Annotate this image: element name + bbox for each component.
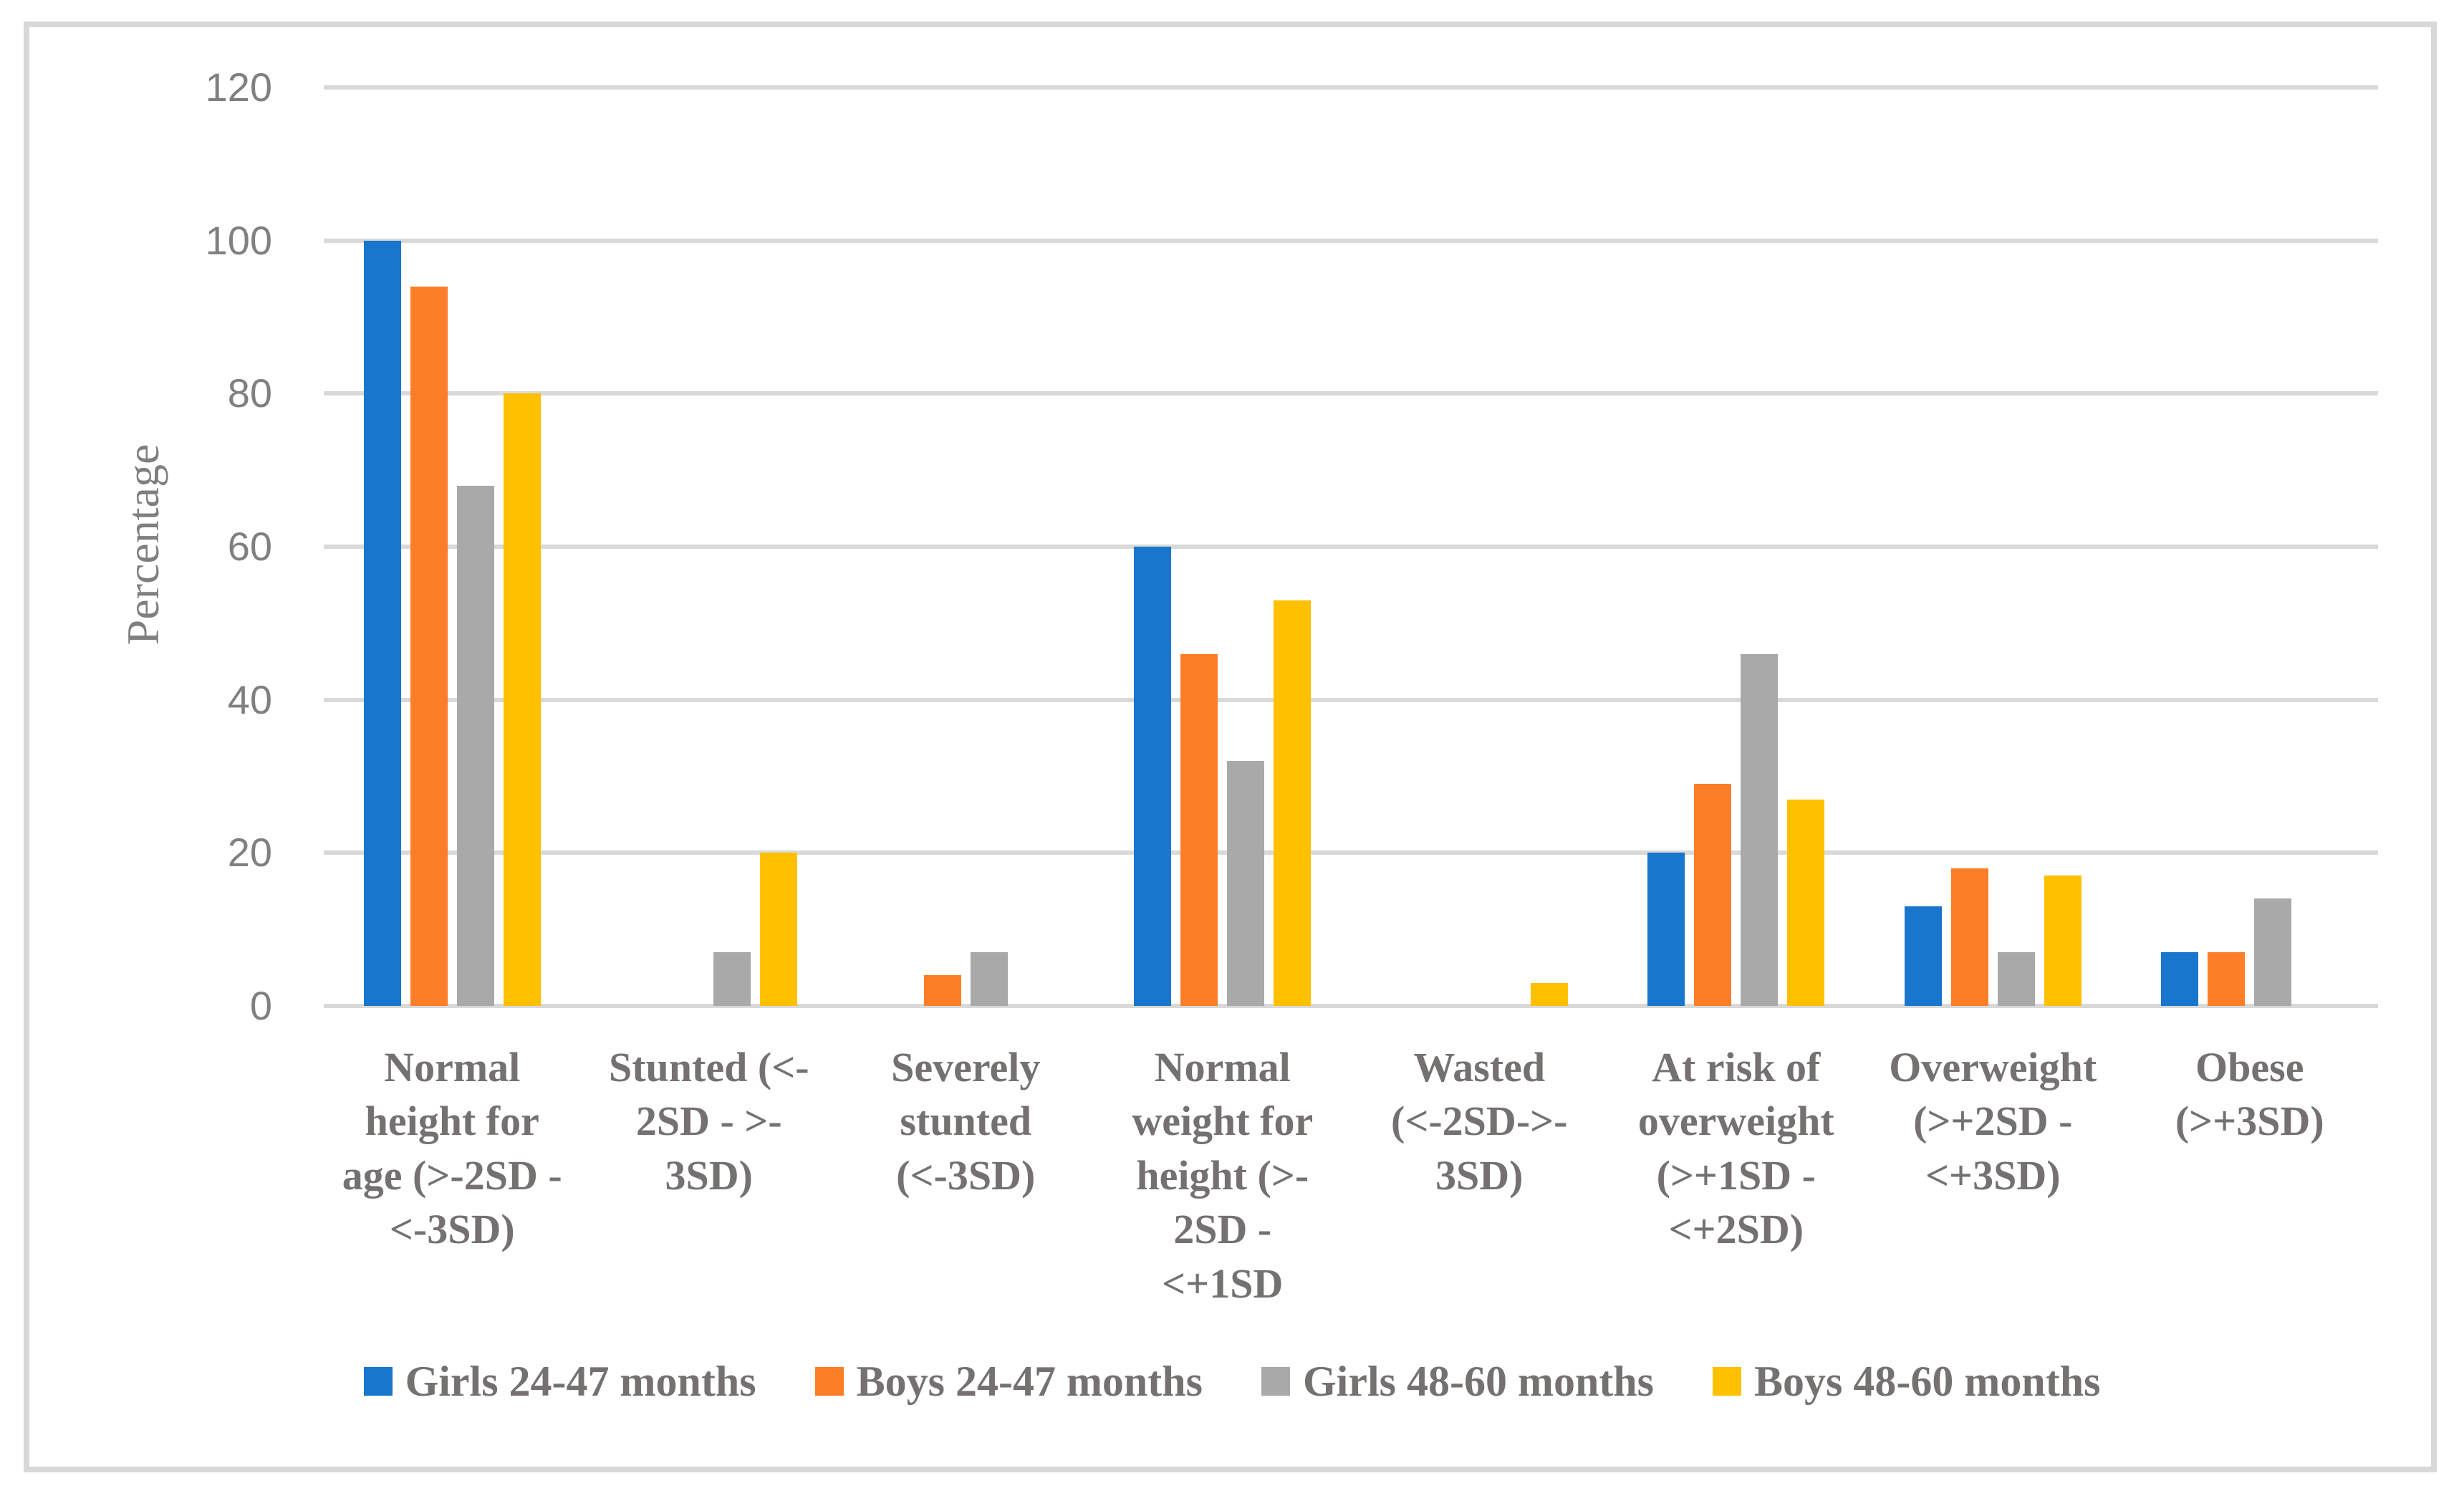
category-label-8: Obese (>+3SD) [2175, 1044, 2324, 1145]
bar-group-3 [837, 87, 1094, 1006]
y-tick-label-0: 0 [249, 983, 272, 1028]
bar-boys-48-60-months-group-5 [1530, 982, 1568, 1006]
bar-girls-48-60-months-group-4 [1227, 761, 1265, 1006]
y-tick-label-100: 100 [205, 217, 272, 263]
bar-group-4 [1094, 87, 1352, 1006]
bar-group-2 [581, 87, 838, 1006]
bar-girls-48-60-months-group-3 [970, 952, 1008, 1006]
y-tick-label-80: 80 [227, 370, 272, 416]
legend-swatch-icon [363, 1367, 393, 1396]
bar-boys-24-47-months-group-6 [1694, 784, 1732, 1006]
bar-boys-48-60-months-group-7 [2044, 876, 2082, 1006]
bar-groups-container [324, 87, 2378, 1006]
gridline-20 [324, 850, 2378, 855]
bar-group-7 [1864, 87, 2122, 1006]
legend-item-boys-24-47-months: Boys 24-47 months [814, 1358, 1203, 1405]
gridline-100 [324, 238, 2378, 243]
bar-girls-24-47-months-group-8 [2161, 952, 2199, 1006]
legend-swatch-icon [814, 1367, 844, 1396]
category-label-2: Stunted (<- 2SD - >- 3SD) [608, 1044, 809, 1199]
legend-label: Girls 48-60 months [1303, 1358, 1655, 1405]
category-label-3: Severely stunted (<-3SD) [891, 1044, 1041, 1199]
y-axis-tick-labels: 0 20 40 60 80 100 120 [115, 67, 272, 1026]
legend-label: Girls 24-47 months [405, 1358, 756, 1405]
bar-boys-24-47-months-group-3 [923, 975, 961, 1006]
bar-girls-24-47-months-group-1 [363, 240, 401, 1006]
legend-item-girls-48-60-months: Girls 48-60 months [1261, 1360, 1654, 1403]
bar-boys-24-47-months-group-4 [1180, 653, 1218, 1006]
category-label-4: Normal weight for height (>- 2SD - <+1SD [1132, 1044, 1314, 1307]
bar-boys-48-60-months-group-2 [760, 853, 798, 1006]
gridline-40 [324, 697, 2378, 702]
category-label-6: At risk of overweight (>+1SD - <+2SD) [1637, 1044, 1834, 1253]
legend-item-boys-48-60-months: Boys 48-60 months [1713, 1360, 2100, 1403]
bar-girls-24-47-months-group-4 [1134, 547, 1172, 1006]
y-tick-label-60: 60 [227, 524, 272, 569]
bar-boys-24-47-months-group-8 [2208, 952, 2246, 1006]
bar-boys-48-60-months-group-4 [1274, 600, 1312, 1006]
bar-girls-48-60-months-group-8 [2254, 898, 2292, 1006]
bar-boys-24-47-months-group-1 [410, 286, 448, 1006]
legend-label: Boys 24-47 months [856, 1358, 1203, 1405]
bar-girls-24-47-months-group-7 [1904, 906, 1942, 1006]
gridline-80 [324, 391, 2378, 396]
bar-boys-24-47-months-group-7 [1950, 868, 1988, 1006]
category-label-5: Wasted (<-2SD->- 3SD) [1391, 1044, 1568, 1199]
legend-swatch-icon [1713, 1367, 1742, 1396]
gridline-120 [324, 85, 2378, 90]
bar-girls-24-47-months-group-6 [1647, 853, 1685, 1006]
bar-girls-48-60-months-group-1 [456, 485, 494, 1006]
bar-boys-48-60-months-group-1 [503, 393, 541, 1006]
gridline-60 [324, 545, 2378, 549]
y-tick-label-20: 20 [227, 830, 272, 876]
category-label-7: Overweight (>+2SD - <+3SD) [1889, 1044, 2097, 1199]
bar-boys-48-60-months-group-6 [1787, 799, 1825, 1006]
legend-swatch-icon [1261, 1367, 1290, 1396]
y-tick-label-40: 40 [227, 676, 272, 722]
bar-group-8 [2122, 87, 2379, 1006]
bar-group-1 [324, 87, 581, 1006]
bar-girls-48-60-months-group-7 [1997, 952, 2035, 1006]
category-label-1: Normal height for age (>-2SD - <-3SD) [342, 1044, 562, 1253]
x-axis-category-labels: Normal height for age (>-2SD - <-3SD) Stu… [324, 1040, 2378, 1310]
bar-group-6 [1608, 87, 1865, 1006]
y-tick-label-120: 120 [205, 64, 272, 110]
bar-group-5 [1351, 87, 1608, 1006]
legend-label: Boys 48-60 months [1754, 1358, 2101, 1405]
plot-area [324, 85, 2378, 1008]
gridline-0 [324, 1004, 2378, 1008]
chart-legend: Girls 24-47 months Boys 24-47 months Girls… [43, 1360, 2421, 1403]
legend-item-girls-24-47-months: Girls 24-47 months [363, 1358, 756, 1405]
bar-girls-48-60-months-group-2 [713, 952, 751, 1006]
bar-girls-48-60-months-group-6 [1741, 653, 1779, 1006]
